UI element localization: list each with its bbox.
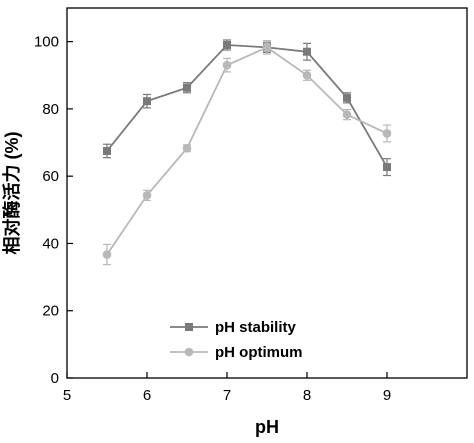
axes: 5 6 7 8 9 0 20 40 60 80 100 — [34, 34, 391, 404]
legend-marker — [184, 347, 194, 357]
data-point — [342, 110, 352, 119]
y-tick-label: 20 — [42, 303, 59, 320]
series-line — [106, 44, 388, 168]
y-tick-label: 40 — [42, 235, 59, 252]
data-point — [343, 93, 351, 102]
data-point — [382, 129, 392, 138]
data-point — [223, 41, 231, 49]
y-axis-title: 相对酶活力 (%) — [1, 132, 22, 255]
series-2 — [102, 40, 392, 266]
legend: pH stability pH optimum — [170, 319, 303, 361]
data-point — [302, 70, 312, 80]
legend-marker — [185, 323, 193, 331]
data-point — [102, 250, 112, 259]
data-point — [262, 43, 272, 52]
data-point — [182, 143, 192, 153]
x-axis-title: pH — [255, 417, 279, 437]
series-layer — [102, 39, 392, 266]
x-tick-label: 8 — [303, 387, 311, 404]
series-1 — [103, 39, 391, 177]
data-point — [303, 47, 311, 56]
x-tick-label: 6 — [143, 387, 151, 404]
plot-frame — [66, 7, 468, 379]
x-tick-label: 9 — [383, 387, 391, 404]
x-tick-label: 5 — [63, 387, 71, 404]
x-tick-label: 7 — [223, 387, 231, 404]
data-point — [142, 191, 152, 200]
data-point — [183, 83, 191, 92]
series-line — [106, 46, 388, 256]
y-tick-label: 60 — [42, 168, 59, 185]
data-point — [222, 60, 232, 70]
legend-label: pH stability — [215, 319, 297, 336]
data-point — [103, 146, 111, 155]
data-point — [383, 163, 391, 172]
data-point — [143, 97, 151, 106]
y-tick-label: 100 — [34, 34, 59, 51]
y-tick-label: 80 — [42, 101, 59, 118]
legend-label: pH optimum — [215, 344, 303, 361]
y-tick-label: 0 — [51, 370, 59, 387]
